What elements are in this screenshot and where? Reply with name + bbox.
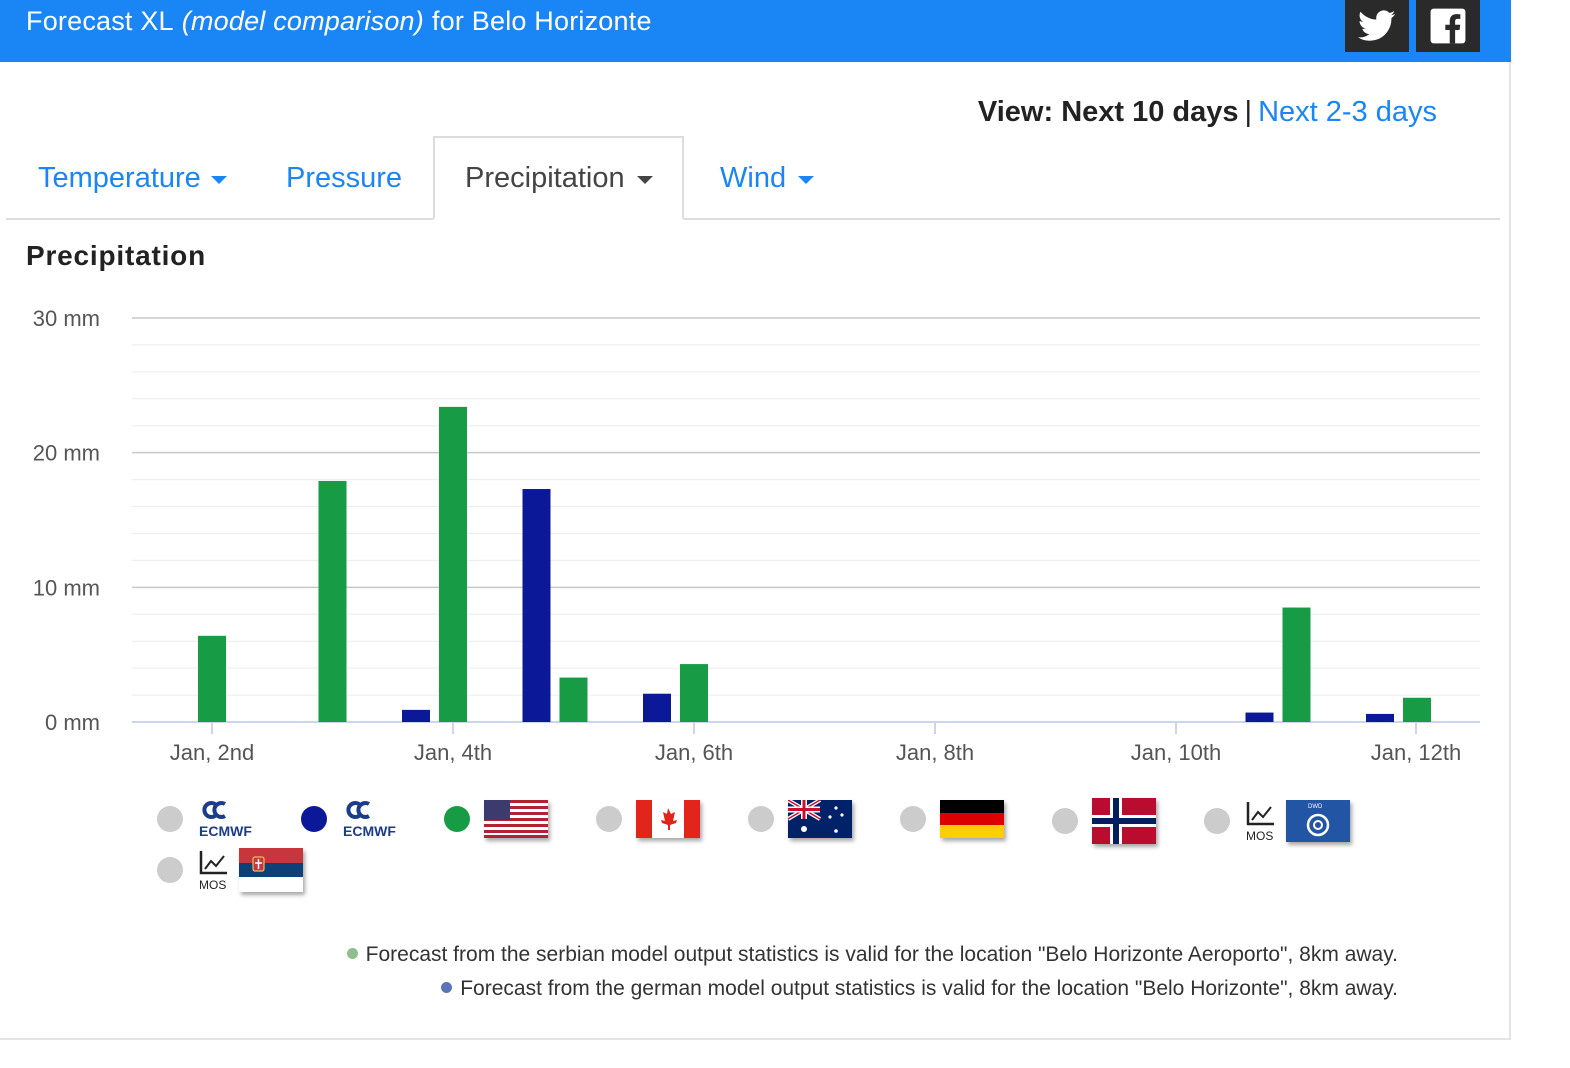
dwd-logo-icon: DWD (1286, 800, 1350, 842)
facebook-icon (1430, 8, 1466, 44)
section-title: Precipitation (26, 240, 206, 271)
australia-flag-icon (788, 800, 852, 838)
legend-item-germany[interactable] (900, 800, 1004, 838)
view-separator: | (1244, 96, 1253, 128)
norway-flag-icon (1092, 798, 1156, 844)
note-german-mos: Forecast from the german model output st… (441, 977, 1398, 1001)
legend-dot (301, 806, 327, 832)
legend-item-canada[interactable] (596, 800, 700, 838)
tab-wind[interactable]: Wind (720, 136, 815, 220)
x-tick-label: Jan, 10th (1131, 740, 1222, 765)
legend-item-mos-serbia[interactable]: MOS (157, 848, 303, 892)
legend-dot (157, 806, 183, 832)
x-tick-label: Jan, 8th (896, 740, 974, 765)
facebook-share-button[interactable] (1416, 0, 1480, 52)
tab-label: Pressure (286, 161, 403, 194)
page-title: Forecast XL (model comparison) for Belo Ho… (26, 6, 652, 37)
bar-green (680, 664, 708, 722)
legend-dot (157, 857, 183, 883)
note-text: Forecast from the german model output st… (460, 977, 1398, 1000)
tab-temperature[interactable]: Temperature (38, 136, 227, 220)
view-selector: View: Next 10 days | Next 2-3 days (978, 96, 1437, 129)
bar-navy (1245, 712, 1274, 722)
caret-down-icon (210, 176, 227, 184)
legend-dot (900, 806, 926, 832)
title-prefix: Forecast XL (26, 6, 174, 36)
bar-green (1282, 607, 1311, 722)
precipitation-chart: 0 mm 10 mm 20 mm 30 mm Jan, 2nd Jan, 4th Jan, … (33, 306, 1480, 765)
bar-navy (643, 693, 671, 722)
mos-chart-icon: MOS (199, 851, 227, 891)
bar-navy (522, 489, 551, 722)
legend-item-norway[interactable] (1052, 798, 1156, 844)
legend-dot (1052, 808, 1078, 834)
ecmwf-logo-icon: ECMWF (343, 801, 396, 839)
tab-label: Temperature (38, 161, 201, 194)
serbia-flag-icon (239, 848, 303, 892)
caret-down-icon (636, 176, 653, 184)
tab-label: Wind (720, 161, 787, 194)
germany-flag-icon (940, 800, 1004, 838)
x-tick-label: Jan, 6th (655, 740, 733, 765)
y-tick-label: 0 mm (45, 710, 100, 735)
legend-item-ecmwf-navy[interactable]: ECMWF (301, 798, 403, 840)
header-bar: Forecast XL (model comparison) for Belo Ho… (0, 0, 1511, 62)
bar-green (318, 480, 347, 722)
next-2-3-days-link[interactable]: Next 2-3 days (1258, 96, 1437, 128)
x-tick-label: Jan, 2nd (170, 740, 254, 765)
y-tick-label: 10 mm (33, 575, 100, 600)
ecmwf-logo-icon: ECMWF (199, 801, 252, 839)
bar-navy (402, 709, 430, 722)
canada-flag-icon (636, 800, 700, 838)
tab-precipitation[interactable]: Precipitation (433, 136, 684, 220)
bar-green (198, 635, 226, 722)
twitter-icon (1358, 10, 1396, 41)
legend-dot (748, 806, 774, 832)
note-serbian-mos: Forecast from the serbian model output s… (346, 943, 1398, 967)
x-tick-label: Jan, 4th (414, 740, 492, 765)
mos-text: MOS (1246, 829, 1273, 842)
x-tick-label: Jan, 12th (1371, 740, 1462, 765)
legend-item-ecmwf-grey[interactable]: ECMWF (157, 798, 259, 840)
view-label: View: Next 10 days (977, 96, 1239, 128)
caret-down-icon (798, 176, 815, 184)
bar-navy (1366, 713, 1394, 722)
bar-green (1403, 697, 1431, 722)
tab-pressure[interactable]: Pressure (286, 136, 402, 220)
note-bullet-icon (346, 948, 358, 959)
note-text: Forecast from the serbian model output s… (365, 943, 1398, 966)
legend-dot (1204, 808, 1230, 834)
usa-flag-icon (484, 800, 548, 838)
bar-green (559, 677, 588, 722)
mos-text: MOS (199, 878, 226, 891)
y-tick-label: 20 mm (33, 441, 100, 466)
twitter-share-button[interactable] (1345, 0, 1409, 52)
mos-chart-icon: MOS (1246, 802, 1274, 842)
ecmwf-text: ECMWF (199, 823, 252, 839)
forecast-panel: Forecast XL (model comparison) for Belo Ho… (0, 0, 1511, 1040)
tab-bar: Temperature Pressure Precipitation Wind (6, 136, 1500, 220)
legend-item-usa[interactable] (444, 800, 548, 838)
title-suffix: for Belo Horizonte (431, 6, 652, 36)
legend-item-mos-dwd[interactable]: MOS DWD (1204, 800, 1350, 842)
dwd-text: DWD (1308, 804, 1323, 810)
bar-green (439, 406, 467, 722)
legend-dot (596, 806, 622, 832)
ecmwf-text: ECMWF (343, 823, 396, 839)
note-bullet-icon (441, 982, 453, 993)
legend-item-australia[interactable] (748, 800, 852, 838)
title-italic: (model comparison) (181, 6, 424, 36)
legend-dot (444, 806, 470, 832)
tab-label: Precipitation (465, 161, 625, 194)
y-tick-label: 30 mm (33, 306, 100, 331)
